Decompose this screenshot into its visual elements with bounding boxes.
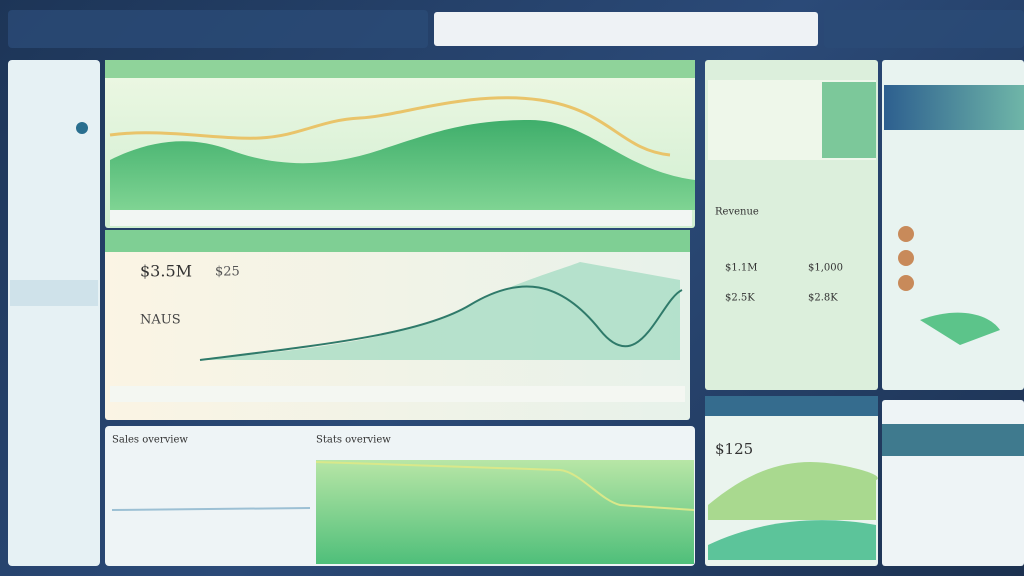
bottom-middle: Stats overview — [316, 435, 391, 446]
axis — [110, 210, 692, 226]
panel-header — [105, 230, 690, 252]
cell: $1,000 — [808, 263, 843, 274]
cell: $2.8K — [808, 293, 838, 304]
mini-bars — [822, 82, 876, 158]
trend-line — [109, 96, 671, 157]
side-panel — [882, 60, 1024, 390]
area — [708, 520, 876, 560]
top-bar — [8, 10, 428, 48]
icon — [76, 122, 88, 134]
bottom-title: Sales overview — [112, 435, 188, 446]
line — [111, 507, 311, 511]
sidebar — [8, 60, 100, 566]
area — [110, 120, 695, 210]
kpi-secondary: $25 — [215, 265, 240, 280]
cell: $1.1M — [725, 263, 758, 274]
panel-header — [882, 424, 1024, 456]
panel-header — [105, 60, 695, 78]
cell: $2.5K — [725, 293, 755, 304]
panel-header — [884, 85, 1024, 130]
avatar — [898, 226, 914, 242]
line — [315, 461, 695, 511]
top-bar-right — [824, 10, 1024, 48]
area — [316, 460, 694, 564]
kpi-label: NAUS — [140, 313, 181, 328]
search-bar[interactable] — [434, 12, 818, 46]
legend — [110, 386, 685, 402]
kpi-main: $3.5M — [140, 262, 192, 281]
card-value: $125 — [715, 440, 753, 458]
avatar — [898, 275, 914, 291]
area — [920, 312, 1000, 345]
line — [199, 285, 683, 361]
sidebar-active[interactable] — [10, 280, 98, 306]
table-title: Revenue — [715, 207, 759, 218]
panel-header — [705, 396, 878, 416]
area — [200, 262, 680, 360]
area — [708, 461, 878, 520]
avatar — [898, 250, 914, 266]
